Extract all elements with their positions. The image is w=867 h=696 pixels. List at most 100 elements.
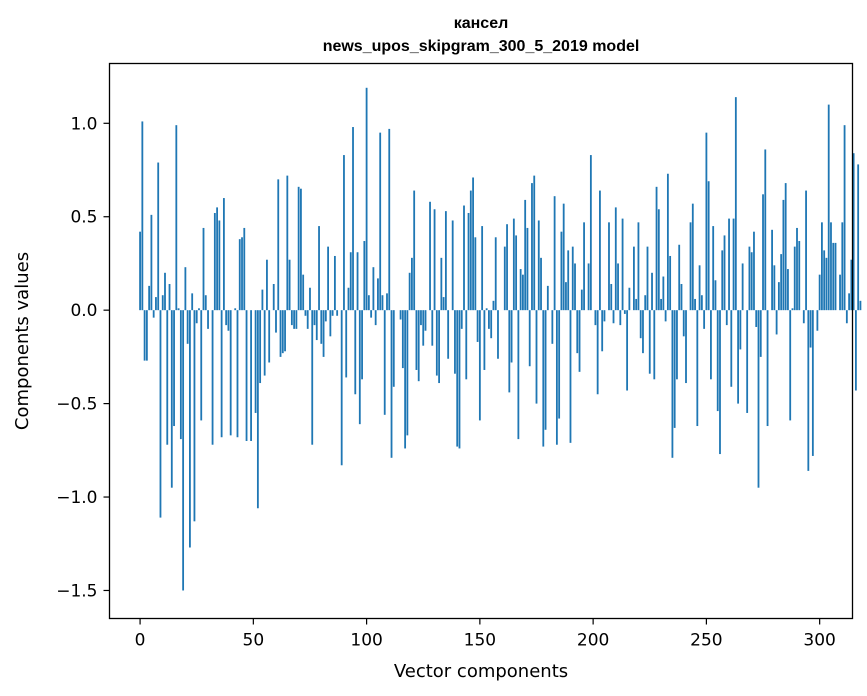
bar-component-46 [243,227,246,311]
bar-component-42 [234,308,237,311]
bar-component-150 [478,310,481,421]
bar-component-169 [522,274,524,311]
bar-component-289 [793,246,796,311]
bar-component-279 [771,229,773,311]
bar-component-56 [266,259,268,311]
bar-component-68 [293,310,296,329]
bar-component-209 [612,310,615,324]
bar-component-105 [377,278,379,311]
bar-component-297 [811,310,814,456]
bar-component-77 [313,310,316,326]
bar-component-192 [574,263,576,311]
bar-component-277 [766,310,769,427]
bar-component-78 [315,310,318,341]
x-tick-label: 300 [803,631,835,651]
bar-component-276 [764,149,767,311]
bar-component-141 [458,310,461,449]
bar-component-239 [680,284,683,311]
bar-component-60 [275,310,277,333]
bar-component-204 [601,310,604,352]
bar-component-271 [753,231,755,311]
bar-component-61 [277,179,280,311]
bar-component-280 [773,265,776,311]
bar-component-83 [327,246,329,311]
bar-component-13 [168,284,171,311]
bar-component-223 [644,295,647,311]
bar-component-306 [832,242,835,311]
bar-component-109 [386,293,388,311]
x-tick-label: 250 [690,631,722,651]
x-tick-label: 0 [135,631,146,651]
bar-component-186 [560,231,563,311]
bar-component-266 [741,263,744,311]
bar-component-39 [227,310,230,331]
bar-component-82 [324,310,327,322]
bar-component-251 [707,181,710,311]
bar-component-245 [694,298,696,311]
bar-component-12 [166,310,169,445]
bar-component-282 [777,282,780,311]
bar-component-49 [250,310,252,441]
bar-component-9 [159,310,162,518]
bar-component-22 [189,310,191,548]
bar-component-3 [145,310,148,361]
bar-component-216 [628,287,631,311]
bar-component-2 [143,310,146,361]
bar-component-97 [358,310,361,425]
bar-component-315 [852,153,855,311]
bar-component-90 [343,155,345,311]
bar-component-196 [583,222,585,311]
bar-component-79 [318,226,320,311]
bar-component-28 [202,227,205,311]
bar-component-71 [300,188,302,311]
bar-component-100 [365,87,368,311]
bar-component-272 [755,310,758,327]
bar-component-25 [195,310,198,324]
bar-component-47 [245,310,248,441]
bar-component-273 [757,310,760,488]
bar-component-176 [537,220,540,311]
bar-component-257 [721,250,724,311]
bar-component-126 [424,310,427,331]
bar-component-168 [519,269,522,311]
bar-component-178 [542,310,545,447]
bar-component-202 [596,310,599,395]
bar-component-21 [186,310,189,344]
axes-frame [108,62,854,620]
bar-component-111 [390,310,393,458]
bar-component-301 [821,222,823,311]
bar-component-263 [734,97,737,311]
bar-component-119 [408,272,411,311]
bar-component-59 [272,284,275,311]
bar-component-286 [787,269,789,311]
bar-component-250 [705,132,708,311]
bar-component-188 [565,282,567,311]
bar-component-252 [710,310,712,380]
bar-component-307 [834,242,837,311]
bar-component-40 [229,310,232,436]
x-tick-label: 50 [243,631,265,651]
bar-component-116 [401,310,404,369]
bar-component-57 [268,310,271,363]
bar-component-26 [198,308,200,311]
bar-component-122 [415,310,418,370]
bar-component-29 [204,295,207,311]
bar-component-143 [463,205,465,311]
bar-component-231 [662,276,665,311]
bar-component-190 [569,310,572,443]
bar-component-205 [603,310,606,322]
bar-component-133 [440,257,443,311]
bar-component-177 [540,257,542,311]
bar-component-144 [465,310,468,380]
bar-component-255 [716,310,719,412]
bar-component-193 [576,310,579,354]
bar-component-254 [714,280,717,311]
bar-component-162 [506,224,508,311]
bar-component-149 [476,310,479,342]
bar-component-112 [392,310,395,387]
bar-component-155 [490,310,493,339]
bar-component-179 [544,310,547,430]
bar-component-92 [347,287,350,311]
bar-component-93 [349,252,352,311]
bar-component-74 [306,310,309,329]
